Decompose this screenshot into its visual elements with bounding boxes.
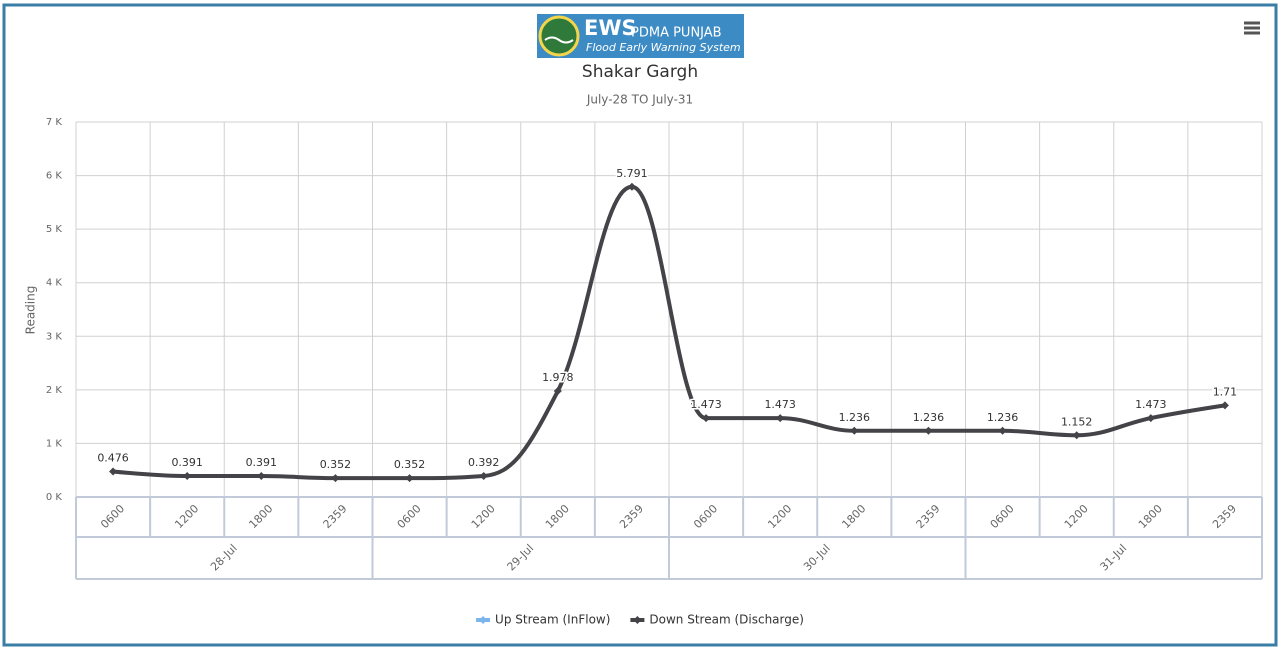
point-marker bbox=[331, 474, 340, 483]
point-marker bbox=[183, 472, 192, 481]
point-marker bbox=[776, 414, 785, 423]
point-marker bbox=[924, 426, 933, 435]
logo-org: PDMA PUNJAB bbox=[631, 26, 722, 41]
legend-label: Down Stream (Discharge) bbox=[649, 613, 804, 627]
point-marker bbox=[405, 474, 414, 483]
y-tick-label: 1 K bbox=[46, 438, 63, 449]
series-line bbox=[112, 184, 1226, 481]
legend-marker bbox=[633, 616, 642, 624]
point-marker bbox=[702, 414, 711, 423]
y-axis-label: Reading bbox=[24, 286, 38, 335]
point-marker bbox=[479, 472, 488, 480]
data-label: 1.71 bbox=[1213, 385, 1238, 398]
y-tick-label: 4 K bbox=[46, 278, 63, 289]
legend-marker bbox=[479, 616, 488, 624]
point-marker bbox=[1220, 401, 1229, 410]
logo-title: EWS bbox=[584, 16, 637, 40]
menu-button[interactable] bbox=[1240, 18, 1264, 40]
data-label: 1.473 bbox=[1135, 398, 1167, 411]
data-label: 0.352 bbox=[394, 458, 426, 471]
logo: EWS PDMA PUNJAB Flood Early Warning Syst… bbox=[537, 14, 744, 58]
logo-emblem bbox=[538, 15, 580, 57]
point-marker bbox=[1146, 414, 1155, 423]
chart-title: Shakar Gargh bbox=[582, 62, 698, 82]
legend-label: Up Stream (InFlow) bbox=[495, 613, 610, 627]
data-label: 0.352 bbox=[320, 458, 352, 471]
data-label: 1.473 bbox=[690, 398, 722, 411]
frame bbox=[2, 3, 1278, 647]
point-marker bbox=[627, 182, 636, 191]
point-marker bbox=[850, 426, 859, 435]
data-label: 0.391 bbox=[246, 456, 278, 469]
chart-subtitle: July-28 TO July-31 bbox=[586, 93, 693, 107]
y-tick-label: 7 K bbox=[46, 117, 63, 128]
menu-icon[interactable] bbox=[1244, 21, 1260, 35]
y-tick-label: 3 K bbox=[46, 331, 63, 342]
logo-wave bbox=[544, 36, 574, 44]
data-label: 1.236 bbox=[913, 411, 945, 424]
data-label: 0.391 bbox=[171, 456, 203, 469]
data-label: 1.978 bbox=[542, 371, 574, 384]
y-tick-label: 2 K bbox=[46, 385, 63, 396]
data-label: 0.476 bbox=[97, 452, 129, 465]
logo-tagline: Flood Early Warning System bbox=[586, 41, 741, 54]
data-label: 1.236 bbox=[987, 411, 1019, 424]
data-label: 5.791 bbox=[616, 167, 648, 180]
data-label: 1.152 bbox=[1061, 415, 1093, 428]
data-label: 0.392 bbox=[468, 456, 500, 469]
y-tick-label: 5 K bbox=[46, 224, 63, 235]
y-tick-label: 6 K bbox=[46, 171, 63, 182]
point-marker bbox=[998, 426, 1007, 435]
data-label: 1.236 bbox=[839, 411, 871, 424]
point-marker bbox=[1072, 431, 1081, 440]
point-marker bbox=[257, 472, 266, 481]
y-tick-label: 0 K bbox=[46, 492, 63, 503]
point-marker bbox=[553, 387, 562, 396]
legend-item[interactable]: Down Stream (Discharge) bbox=[630, 613, 804, 627]
data-label: 1.473 bbox=[764, 398, 796, 411]
point-marker bbox=[109, 467, 118, 476]
legend-item[interactable]: Up Stream (InFlow) bbox=[476, 613, 610, 627]
